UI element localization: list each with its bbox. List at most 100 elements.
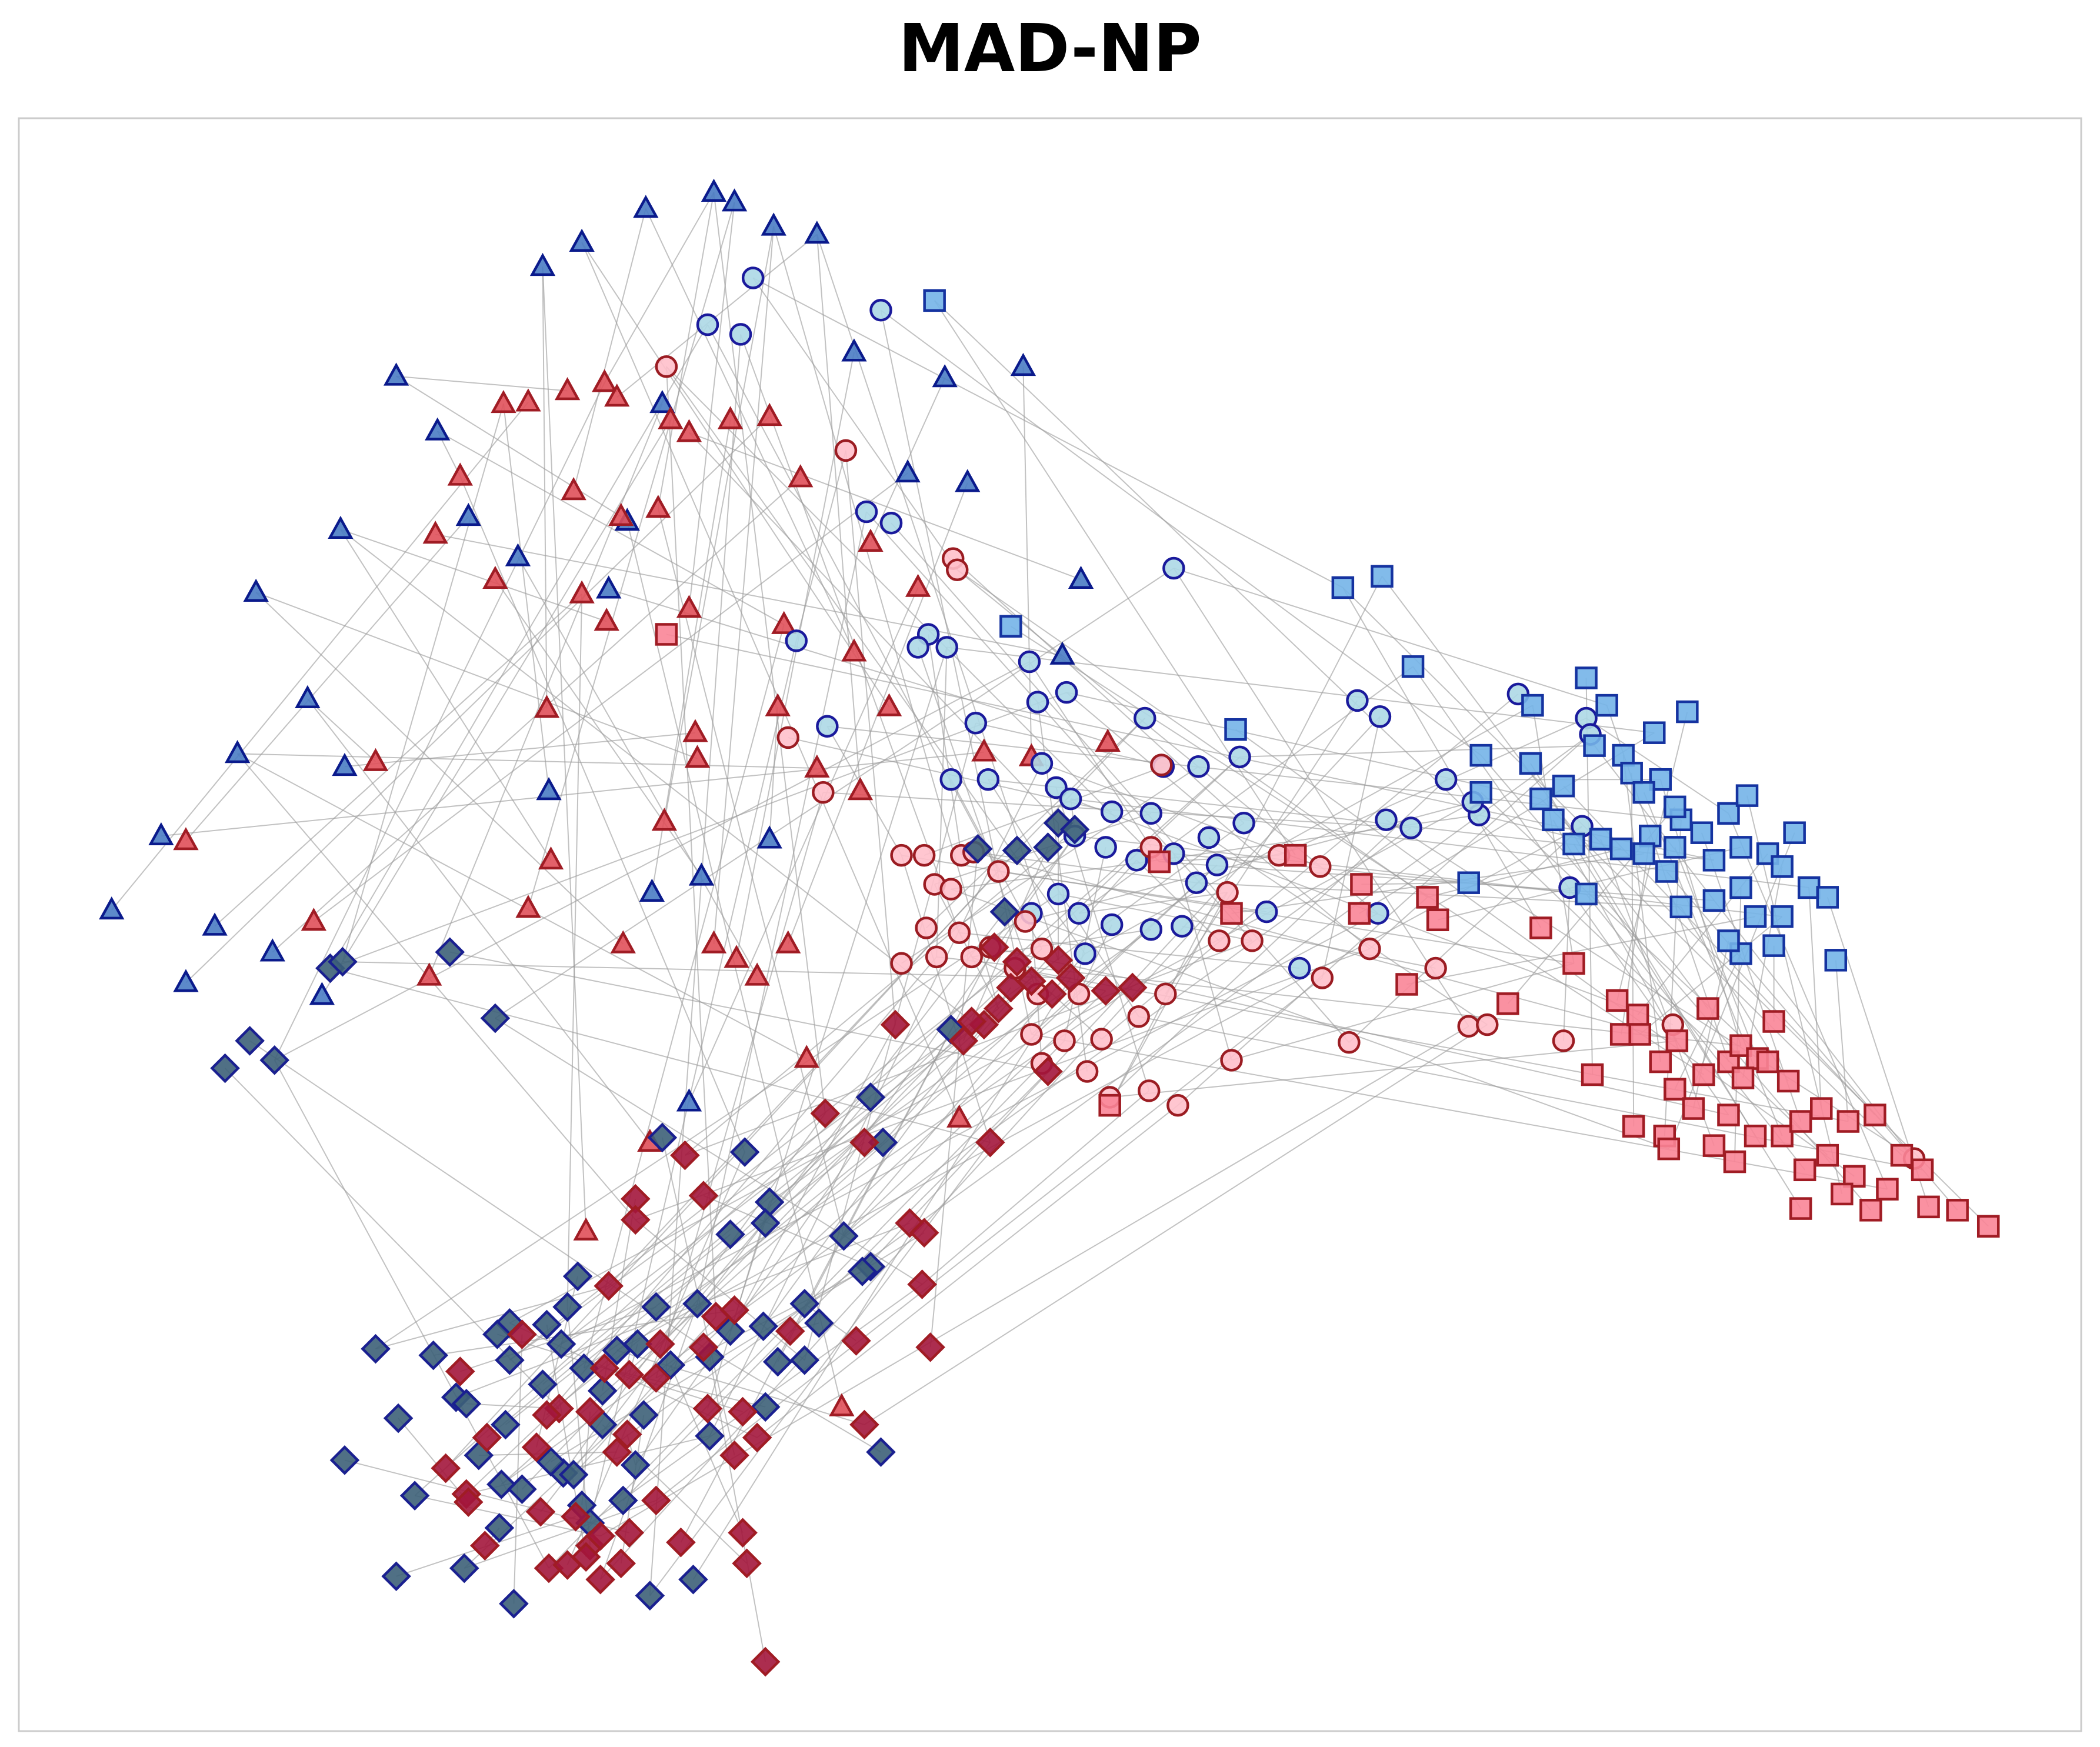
connecting-line [756,1105,1178,1438]
connecting-line [1674,953,1742,1090]
square-point [1519,752,1542,775]
triangle-point [536,777,562,801]
square-point [1946,1199,1969,1222]
circle-point [869,299,892,322]
diamond-point [748,1311,778,1342]
triangle-point [455,502,481,526]
triangle-point [905,574,931,597]
circle-point [1053,1029,1076,1052]
connecting-line [951,888,1669,1150]
square-point [1702,849,1726,872]
diamond-point [1016,966,1046,996]
square-point [1756,1050,1779,1073]
circle-point [1030,937,1054,961]
square-point [1589,828,1612,851]
circle-point [1018,650,1041,674]
plot-frame [18,117,2082,1732]
diamond-point [602,1437,632,1467]
connecting-line [502,404,550,791]
triangle-point [756,825,782,849]
connecting-line [600,1025,1469,1537]
diamond-point [1037,979,1067,1009]
connecting-line [583,624,785,1369]
diamond-point [525,1496,556,1527]
diamond-point [678,1564,708,1595]
connecting-line [1085,705,1533,955]
diamond-point [499,1589,529,1619]
circle-point [964,712,988,735]
triangle-point [422,521,448,544]
diamond-point [750,1208,781,1238]
connecting-line [665,366,717,1317]
connecting-line [1406,916,1756,985]
diamond-point [847,1256,878,1286]
circle-point [1216,881,1239,904]
connecting-line [249,1040,704,1348]
square-point [1626,1003,1649,1026]
connecting-line [274,661,1030,1061]
connecting-line [161,751,984,837]
square-point [1717,1103,1740,1126]
connecting-line [589,641,797,1523]
diamond-point [728,1518,758,1548]
connecting-line [1359,732,1655,914]
circle-point [1185,871,1208,894]
diamond-point [670,1140,700,1171]
square-point [1605,989,1629,1012]
square-point [1632,781,1655,804]
diamond-point [719,1440,749,1471]
circle-point [906,636,929,659]
circle-point [785,629,808,652]
triangle-point [651,808,678,831]
diamond-point [575,1396,605,1427]
connecting-line [344,732,696,768]
diamond-point [695,1421,725,1451]
square-point [1224,718,1247,741]
triangle-point [649,389,675,414]
diamond-point [1117,972,1148,1003]
circle-point [1552,1029,1575,1052]
circle-point [1020,1023,1043,1046]
connecting-line [1231,853,1644,914]
square-point [1628,1023,1651,1046]
connecting-line [703,1346,882,1453]
connecting-line [321,419,671,996]
connecting-line [1173,568,1469,1027]
connecting-line [1196,882,1681,908]
diamond-point [666,1527,696,1558]
triangle-point [771,611,797,634]
diamond-point [762,1346,793,1377]
connecting-line [688,587,919,1103]
circle-point [1220,1049,1243,1072]
square-point [1717,929,1740,952]
connecting-line [866,511,1253,942]
triangle-point [765,693,791,716]
diamond-point [561,1502,591,1532]
square-point [1575,882,1598,906]
connecting-line [581,242,960,1119]
circle-point [912,844,936,867]
square-point [1876,1178,1899,1201]
connecting-line [924,766,1164,856]
diamond-point [495,1345,525,1375]
connecting-line [330,968,991,1143]
circle-point [729,323,752,346]
diamond-point [1091,976,1121,1006]
diamond-point [1043,945,1074,975]
diamond-point [963,834,993,864]
circle-point [1074,942,1096,965]
circle-point [1208,929,1231,952]
triangle-point [569,580,595,604]
diamond-point [956,1006,987,1036]
circle-point [939,878,962,901]
connecting-line [255,592,698,759]
square-point [1649,1050,1672,1073]
triangle-point [534,695,560,718]
square-point [1890,1143,1914,1167]
square-point [1521,694,1544,717]
connecting-line [713,226,775,944]
connecting-line [307,698,651,1143]
connecting-line [111,401,529,911]
square-point [1395,973,1418,996]
diamond-point [866,1437,896,1467]
